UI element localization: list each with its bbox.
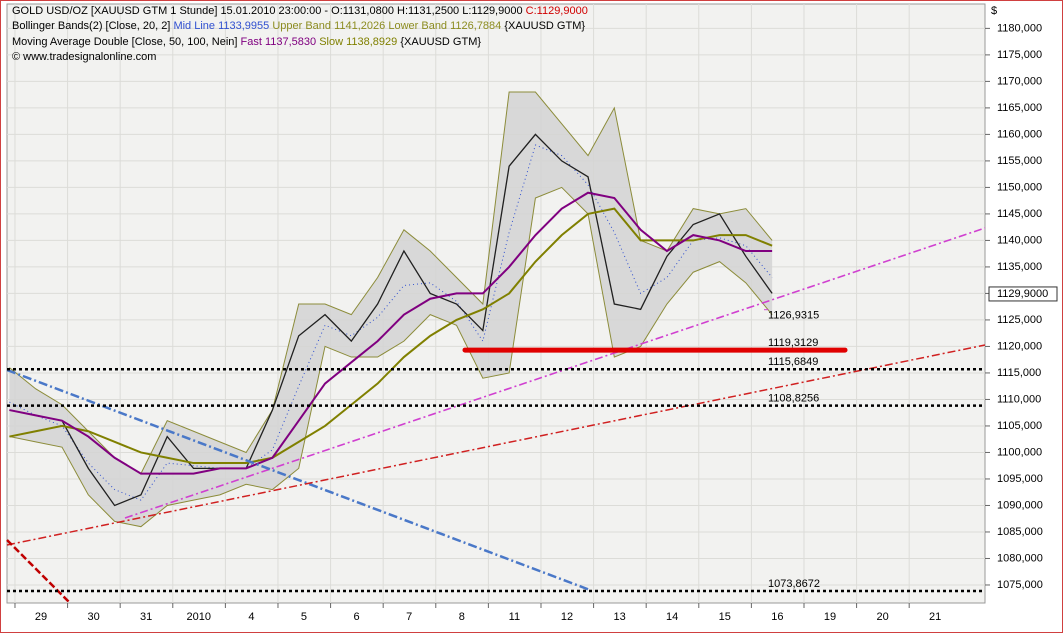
header-text: {XAUUSD GTM} — [400, 36, 481, 48]
x-tick-label: 7 — [406, 611, 412, 623]
y-tick-label: 1100,000 — [997, 446, 1042, 458]
axes: 1075,000 1080,000 1085,000 1090,000 1095,000… — [14, 22, 1058, 623]
y-tick-label: 1120,000 — [997, 340, 1042, 352]
x-tick-label: 14 — [666, 611, 678, 623]
y-tick-label: 1175,000 — [997, 49, 1042, 61]
y-tick-label: 1105,000 — [997, 420, 1042, 432]
y-tick-label: 1095,000 — [997, 473, 1043, 485]
x-tick-label: 21 — [929, 611, 941, 623]
series-line — [9, 191, 773, 475]
x-tick-label: 8 — [459, 611, 465, 623]
header-text: © www.tradesignalonline.com — [12, 51, 156, 63]
y-tick-label: 1150,000 — [997, 181, 1042, 193]
header-close: C:1129,9000 — [526, 5, 588, 17]
x-tick-label: 12 — [561, 611, 573, 623]
series-line — [9, 186, 773, 528]
level-label: 1108,8256 — [768, 393, 819, 405]
y-tick-label: 1125,000 — [997, 314, 1042, 326]
header-line: Moving Average Double [Close, 50, 100, N… — [12, 36, 481, 48]
level-label: 1126,9315 — [768, 310, 819, 322]
series-line — [9, 144, 773, 501]
header-line: Bollinger Bands(2) [Close, 20, 2] Mid Li… — [12, 20, 585, 32]
y-tick-label: 1135,000 — [997, 261, 1042, 273]
levels: 1126,9315 1119,3129 1115,6849 1108,8256 1073… — [7, 309, 985, 593]
x-tick-label: 20 — [876, 611, 888, 623]
header-text: Bollinger Bands(2) [Close, 20, 2] — [12, 20, 170, 32]
header-text: Slow 1138,8929 — [319, 36, 397, 48]
x-tick-label: 2010 — [187, 611, 211, 623]
level-label: 1115,6849 — [768, 356, 818, 368]
x-tick-label: 29 — [35, 611, 47, 623]
header-text: Moving Average Double [Close, 50, 100, N… — [12, 36, 237, 48]
x-tick-label: 4 — [248, 611, 254, 623]
last-price-label: 1129,9000 — [997, 288, 1048, 300]
y-tick-label: 1165,000 — [997, 102, 1042, 114]
header-text: GOLD USD/OZ [XAUUSD GTM 1 Stunde] 15.01.… — [12, 5, 523, 17]
x-tick-label: 5 — [301, 611, 307, 623]
x-tick-label: 6 — [354, 611, 360, 623]
y-tick-label: 1145,000 — [997, 208, 1042, 220]
x-tick-label: 19 — [824, 611, 836, 623]
x-tick-label: 31 — [140, 611, 152, 623]
y-tick-label: 1170,000 — [997, 75, 1042, 87]
y-tick-label: 1090,000 — [997, 499, 1043, 511]
y-tick-label: 1155,000 — [997, 155, 1042, 167]
header-line: GOLD USD/OZ [XAUUSD GTM 1 Stunde] 15.01.… — [12, 5, 588, 17]
currency: $ — [991, 5, 997, 17]
x-tick-label: 16 — [771, 611, 783, 623]
x-tick-label: 30 — [87, 611, 99, 623]
y-tick-label: 1085,000 — [997, 526, 1043, 538]
series-line — [9, 133, 773, 507]
level-label: 1073,8672 — [768, 578, 820, 590]
series-line — [9, 207, 773, 465]
header-text: Fast 1137,5830 — [241, 36, 317, 48]
x-tick-label: 13 — [613, 611, 625, 623]
y-tick-label: 1180,000 — [997, 22, 1042, 34]
header-text: {XAUUSD GTM} — [504, 20, 585, 32]
trend-line — [6, 539, 71, 604]
y-tick-label: 1115,000 — [997, 367, 1041, 379]
header: GOLD USD/OZ [XAUUSD GTM 1 Stunde] 15.01.… — [12, 5, 588, 63]
header-text: Lower Band 1126,7884 — [388, 20, 501, 32]
trend-line — [6, 344, 986, 546]
header-text: Mid Line 1133,9955 — [173, 20, 269, 32]
y-tick-label: 1140,000 — [997, 234, 1042, 246]
level-label: 1119,3129 — [768, 337, 818, 349]
band-fill — [9, 91, 773, 527]
header-text: Upper Band 1141,2026 — [272, 20, 385, 32]
y-tick-label: 1160,000 — [997, 128, 1042, 140]
last-price-box — [988, 286, 1058, 302]
y-tick-label: 1075,000 — [997, 579, 1043, 591]
x-tick-label: 11 — [509, 611, 520, 623]
y-tick-label: 1110,000 — [997, 393, 1041, 405]
y-tick-label: 1080,000 — [997, 552, 1043, 564]
marks — [9, 91, 773, 528]
x-tick-label: 15 — [719, 611, 731, 623]
